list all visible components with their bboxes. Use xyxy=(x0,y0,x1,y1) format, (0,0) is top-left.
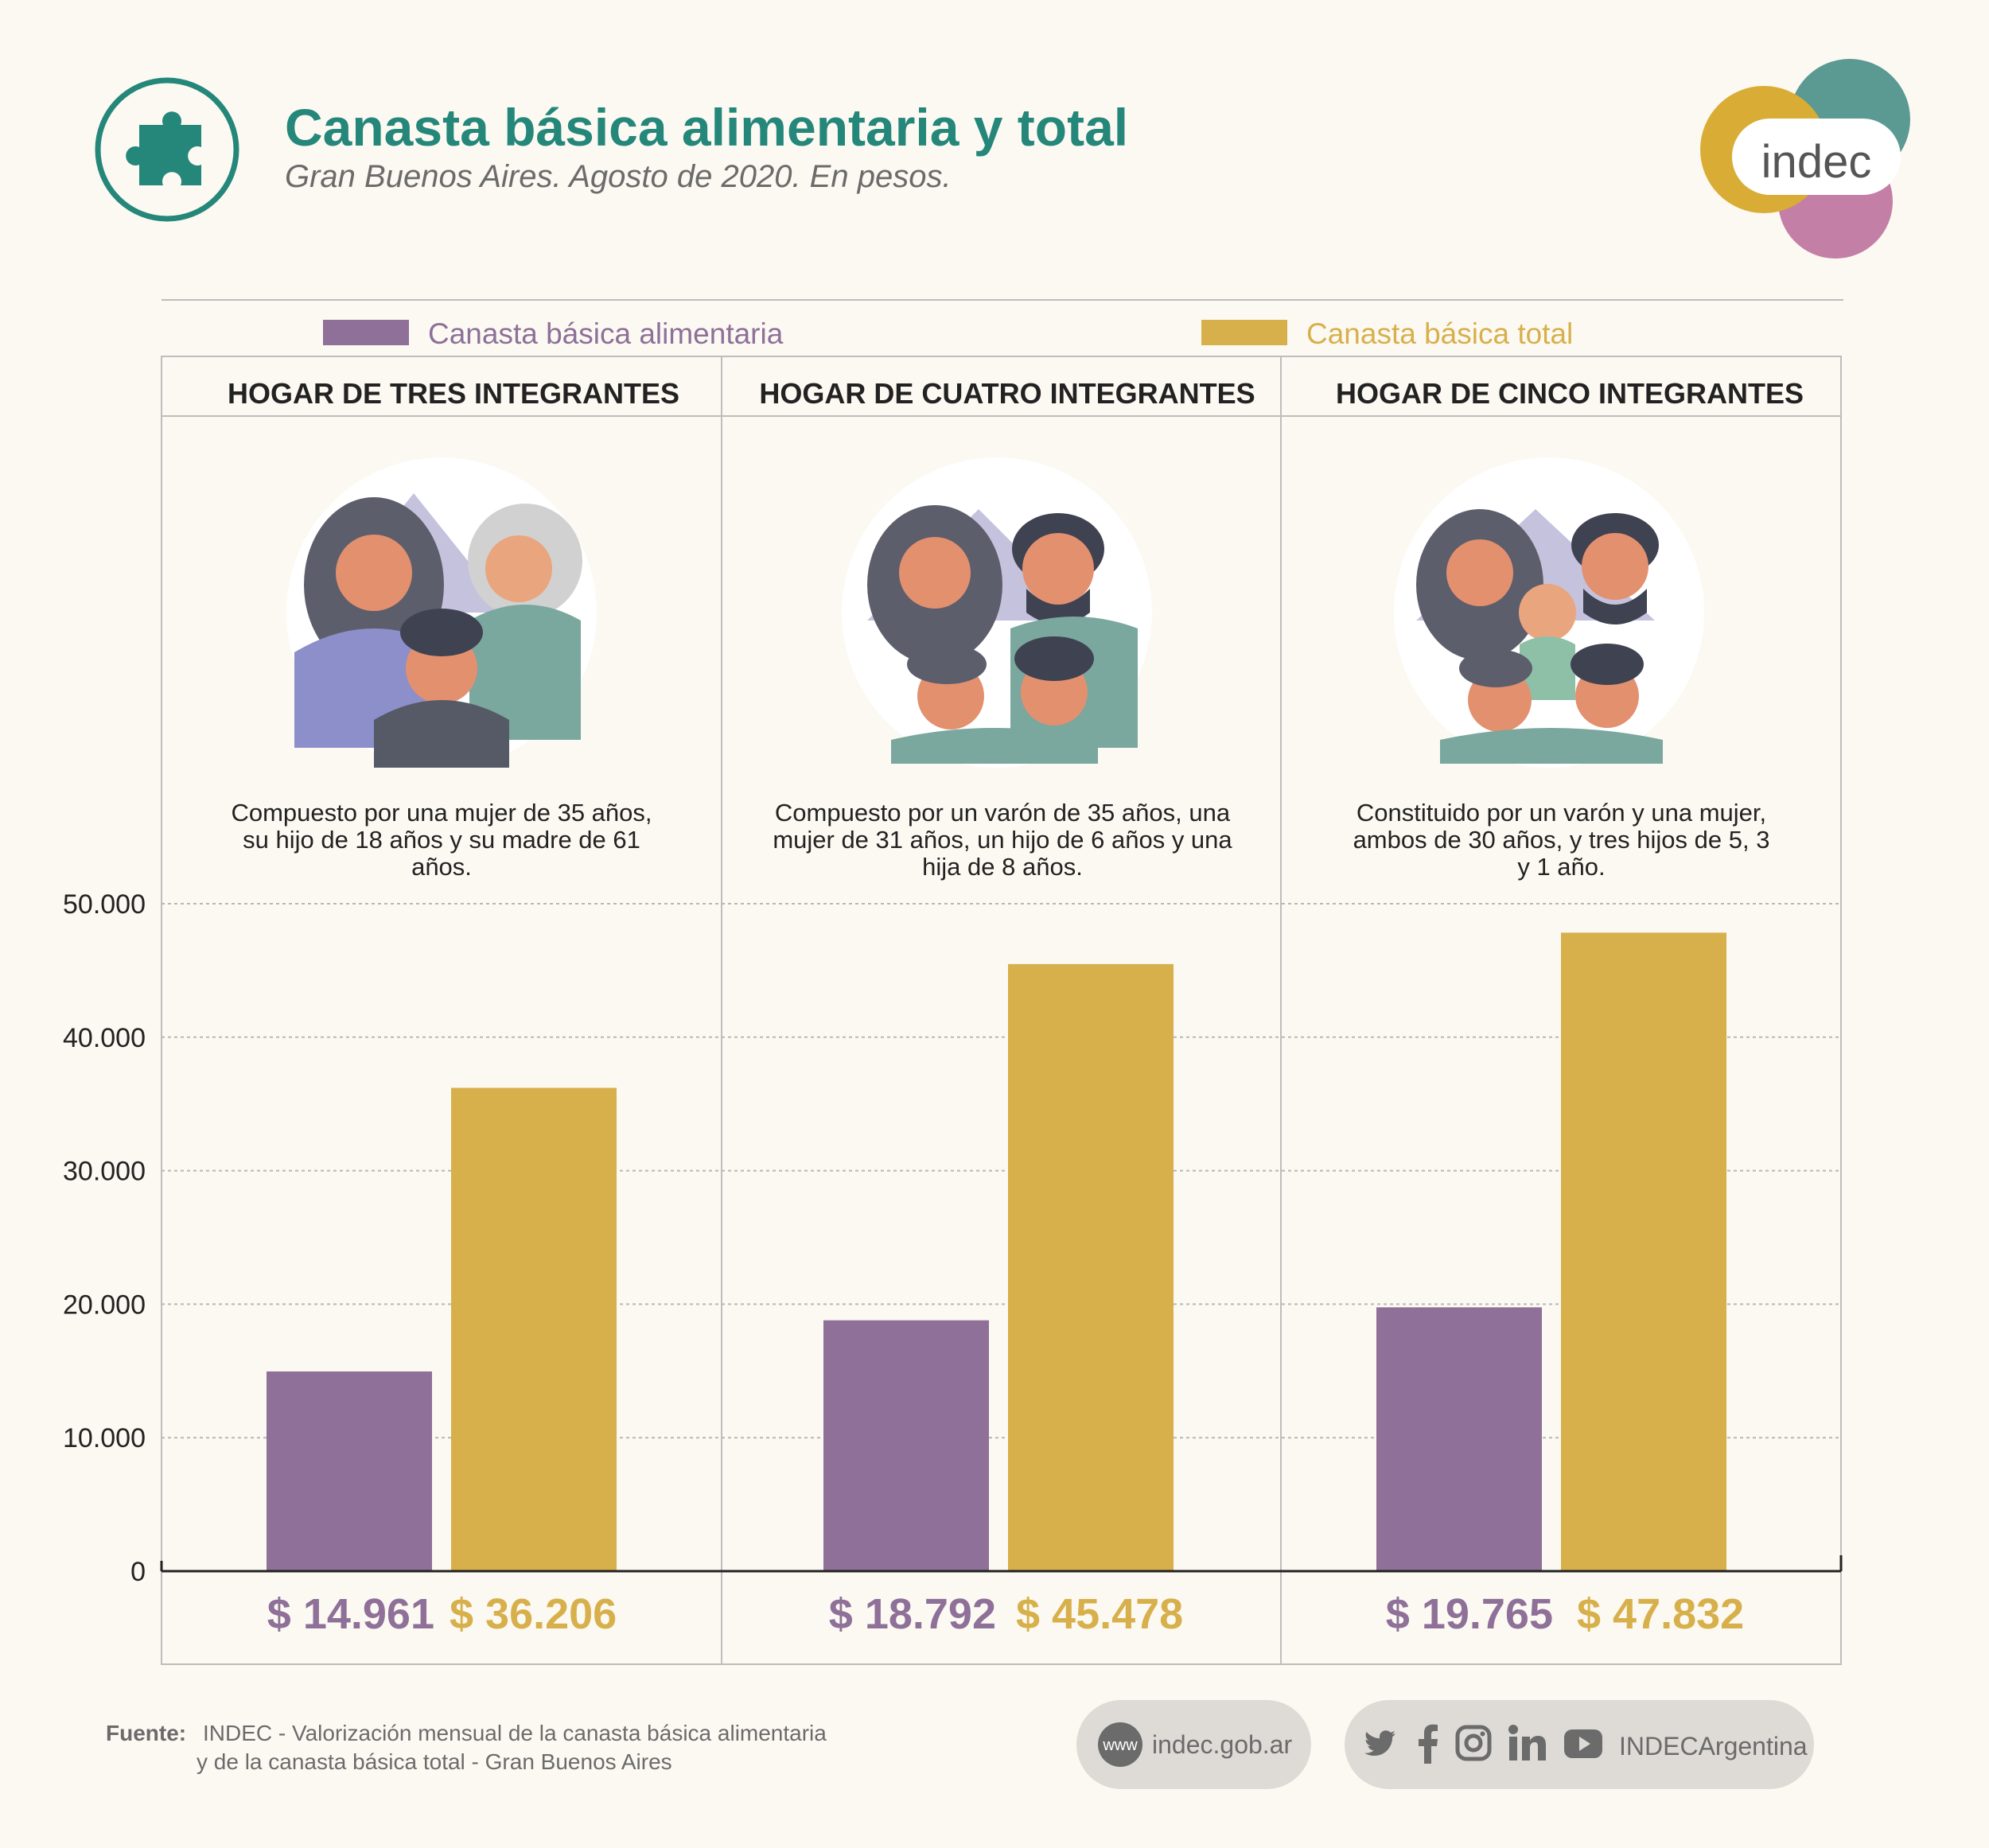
legend-label-alimentaria: Canasta básica alimentaria xyxy=(428,317,784,350)
panel-heading-4: HOGAR DE CUATRO INTEGRANTES xyxy=(759,377,1255,410)
chart-subtitle: Gran Buenos Aires. Agosto de 2020. En pe… xyxy=(285,159,952,194)
instagram-icon[interactable] xyxy=(1454,1724,1493,1762)
panel-heading-3: HOGAR DE TRES INTEGRANTES xyxy=(228,377,679,410)
legend-swatch-total xyxy=(1201,320,1287,345)
y-tick-label: 50.000 xyxy=(63,889,146,920)
family-illustration-4 xyxy=(842,457,1152,768)
bars xyxy=(267,932,1726,1571)
y-tick-label: 0 xyxy=(130,1557,146,1587)
y-axis-ticks: 0 10.000 20.000 30.000 40.000 50.000 xyxy=(63,889,146,1587)
panel-description-3: Compuesto por una mujer de 35 años, su h… xyxy=(231,800,652,881)
web-icon: www xyxy=(1098,1722,1142,1767)
legend-swatch-alimentaria xyxy=(323,320,409,345)
chart-title: Canasta básica alimentaria y total xyxy=(285,98,1129,157)
bar-alimentaria-4 xyxy=(823,1320,989,1571)
logo-text: indec xyxy=(1761,136,1872,188)
source-text-line2: y de la canasta básica total - Gran Buen… xyxy=(197,1749,672,1774)
facebook-icon[interactable] xyxy=(1416,1724,1440,1764)
value-label-alimentaria-3: $ 14.961 xyxy=(267,1590,434,1638)
family-illustration-3 xyxy=(286,457,597,768)
source-text-line1: INDEC - Valorización mensual de la canas… xyxy=(203,1721,827,1745)
y-tick-label: 10.000 xyxy=(63,1423,146,1453)
y-tick-label: 30.000 xyxy=(63,1157,146,1187)
y-tick-label: 40.000 xyxy=(63,1023,146,1053)
panel-description-5: Constituido por un varón y una mujer, am… xyxy=(1353,800,1770,881)
family-illustration-5 xyxy=(1394,457,1704,768)
legend-label-total: Canasta básica total xyxy=(1306,317,1573,350)
twitter-icon[interactable] xyxy=(1362,1725,1399,1762)
value-label-alimentaria-4: $ 18.792 xyxy=(829,1590,996,1638)
value-label-total-4: $ 45.478 xyxy=(1016,1590,1183,1638)
y-tick-label: 20.000 xyxy=(63,1290,146,1320)
indec-logo: indec xyxy=(1700,59,1910,259)
youtube-icon[interactable] xyxy=(1563,1729,1603,1759)
svg-text:www: www xyxy=(1102,1737,1138,1754)
social-links: INDECArgentina xyxy=(1345,1700,1814,1789)
bar-total-3 xyxy=(451,1087,617,1571)
website-link[interactable]: www indec.gob.ar xyxy=(1076,1700,1311,1789)
panel-heading-5: HOGAR DE CINCO INTEGRANTES xyxy=(1336,377,1804,410)
bar-alimentaria-5 xyxy=(1376,1307,1542,1571)
website-text: indec.gob.ar xyxy=(1152,1730,1293,1759)
panel-frame xyxy=(161,356,1842,1665)
bar-alimentaria-3 xyxy=(267,1371,432,1571)
bar-total-5 xyxy=(1561,932,1726,1571)
value-label-alimentaria-5: $ 19.765 xyxy=(1386,1590,1553,1638)
linkedin-icon[interactable] xyxy=(1508,1724,1547,1762)
source-label: Fuente: xyxy=(106,1721,187,1745)
value-label-total-5: $ 47.832 xyxy=(1577,1590,1744,1638)
panel-description-4: Compuesto por un varón de 35 años, una m… xyxy=(773,800,1232,881)
puzzle-icon xyxy=(95,77,239,222)
value-label-total-3: $ 36.206 xyxy=(450,1590,617,1638)
bar-total-4 xyxy=(1008,963,1174,1571)
social-handle[interactable]: INDECArgentina xyxy=(1619,1732,1808,1760)
